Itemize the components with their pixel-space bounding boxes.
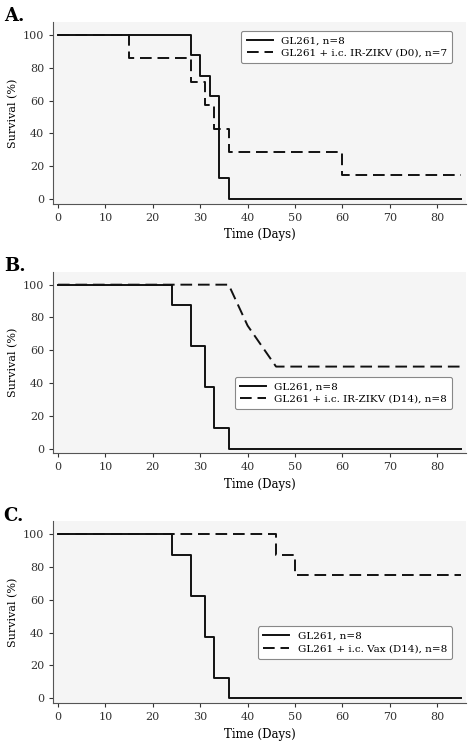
GL261, n=8 [211, 423, 217, 432]
GL261 + i.c. IR-ZIKV (D0), n=7 [202, 77, 208, 86]
GL261 + i.c. IR-ZIKV (D14), n=8 [245, 321, 250, 330]
GL261, n=8 [55, 280, 61, 289]
GL261, n=8 [202, 591, 208, 600]
GL261, n=8 [169, 280, 174, 289]
GL261, n=8 [226, 194, 231, 203]
GL261 + i.c. Vax (D14), n=8 [226, 530, 231, 539]
GL261, n=8 [202, 342, 208, 351]
GL261, n=8 [458, 694, 464, 703]
GL261 + i.c. IR-ZIKV (D0), n=7 [126, 54, 132, 63]
GL261 + i.c. IR-ZIKV (D14), n=8 [273, 362, 279, 371]
GL261, n=8 [202, 632, 208, 641]
GL261 + i.c. IR-ZIKV (D0), n=7 [235, 148, 241, 157]
GL261, n=8 [55, 530, 61, 539]
GL261 + i.c. IR-ZIKV (D14), n=8 [273, 362, 279, 371]
GL261, n=8 [226, 423, 231, 432]
GL261 + i.c. IR-ZIKV (D14), n=8 [259, 342, 264, 351]
GL261, n=8 [207, 92, 212, 101]
GL261, n=8 [216, 92, 222, 101]
GL261 + i.c. IR-ZIKV (D14), n=8 [245, 321, 250, 330]
Line: GL261, n=8: GL261, n=8 [58, 285, 461, 449]
GL261 + i.c. Vax (D14), n=8 [292, 551, 298, 560]
X-axis label: Time (Days): Time (Days) [224, 228, 295, 241]
GL261, n=8 [211, 383, 217, 392]
GL261 + i.c. Vax (D14), n=8 [301, 571, 307, 580]
GL261 + i.c. IR-ZIKV (D0), n=7 [254, 148, 260, 157]
GL261 + i.c. IR-ZIKV (D0), n=7 [339, 148, 345, 157]
GL261, n=8 [458, 194, 464, 203]
GL261 + i.c. IR-ZIKV (D14), n=8 [235, 300, 241, 309]
GL261, n=8 [226, 694, 231, 703]
GL261 + i.c. IR-ZIKV (D0), n=7 [254, 148, 260, 157]
Legend: GL261, n=8, GL261 + i.c. IR-ZIKV (D0), n=7: GL261, n=8, GL261 + i.c. IR-ZIKV (D0), n… [241, 31, 452, 63]
GL261, n=8 [188, 300, 193, 309]
GL261, n=8 [169, 300, 174, 309]
GL261, n=8 [216, 174, 222, 183]
Line: GL261 + i.c. IR-ZIKV (D0), n=7: GL261 + i.c. IR-ZIKV (D0), n=7 [58, 35, 461, 175]
GL261, n=8 [188, 51, 193, 60]
GL261 + i.c. Vax (D14), n=8 [292, 571, 298, 580]
GL261 + i.c. IR-ZIKV (D0), n=7 [126, 31, 132, 40]
Text: B.: B. [4, 257, 25, 275]
Y-axis label: Survival (%): Survival (%) [9, 328, 18, 397]
GL261 + i.c. Vax (D14), n=8 [55, 530, 61, 539]
Legend: GL261, n=8, GL261 + i.c. Vax (D14), n=8: GL261, n=8, GL261 + i.c. Vax (D14), n=8 [258, 626, 452, 658]
GL261, n=8 [207, 71, 212, 80]
GL261 + i.c. IR-ZIKV (D0), n=7 [150, 54, 155, 63]
GL261, n=8 [211, 632, 217, 641]
Line: GL261, n=8: GL261, n=8 [58, 35, 461, 198]
GL261 + i.c. Vax (D14), n=8 [458, 571, 464, 580]
GL261 + i.c. IR-ZIKV (D0), n=7 [211, 101, 217, 110]
GL261 + i.c. IR-ZIKV (D14), n=8 [458, 362, 464, 371]
GL261, n=8 [55, 31, 61, 40]
GL261 + i.c. Vax (D14), n=8 [273, 551, 279, 560]
GL261, n=8 [188, 342, 193, 351]
GL261, n=8 [211, 673, 217, 682]
GL261 + i.c. IR-ZIKV (D0), n=7 [226, 148, 231, 157]
GL261, n=8 [226, 174, 231, 183]
GL261 + i.c. Vax (D14), n=8 [273, 530, 279, 539]
GL261 + i.c. IR-ZIKV (D14), n=8 [235, 300, 241, 309]
X-axis label: Time (Days): Time (Days) [224, 478, 295, 491]
GL261 + i.c. IR-ZIKV (D0), n=7 [55, 31, 61, 40]
GL261 + i.c. IR-ZIKV (D0), n=7 [235, 148, 241, 157]
GL261 + i.c. IR-ZIKV (D14), n=8 [259, 342, 264, 351]
Line: GL261 + i.c. Vax (D14), n=8: GL261 + i.c. Vax (D14), n=8 [58, 534, 461, 575]
GL261, n=8 [458, 444, 464, 453]
GL261 + i.c. IR-ZIKV (D0), n=7 [188, 77, 193, 86]
GL261, n=8 [226, 673, 231, 682]
GL261, n=8 [197, 71, 203, 80]
GL261 + i.c. IR-ZIKV (D0), n=7 [339, 171, 345, 180]
GL261, n=8 [188, 591, 193, 600]
GL261 + i.c. IR-ZIKV (D0), n=7 [211, 124, 217, 133]
GL261, n=8 [197, 51, 203, 60]
Text: C.: C. [4, 506, 24, 525]
GL261 + i.c. Vax (D14), n=8 [226, 530, 231, 539]
GL261, n=8 [188, 551, 193, 560]
GL261 + i.c. IR-ZIKV (D0), n=7 [458, 171, 464, 180]
Line: GL261, n=8: GL261, n=8 [58, 534, 461, 698]
GL261, n=8 [169, 530, 174, 539]
GL261 + i.c. IR-ZIKV (D14), n=8 [55, 280, 61, 289]
GL261 + i.c. IR-ZIKV (D14), n=8 [226, 280, 231, 289]
Text: A.: A. [4, 7, 24, 25]
GL261 + i.c. Vax (D14), n=8 [301, 571, 307, 580]
GL261, n=8 [226, 444, 231, 453]
GL261, n=8 [188, 31, 193, 40]
Legend: GL261, n=8, GL261 + i.c. IR-ZIKV (D14), n=8: GL261, n=8, GL261 + i.c. IR-ZIKV (D14), … [235, 377, 452, 409]
Line: GL261 + i.c. IR-ZIKV (D14), n=8: GL261 + i.c. IR-ZIKV (D14), n=8 [58, 285, 461, 366]
GL261 + i.c. IR-ZIKV (D0), n=7 [188, 54, 193, 63]
GL261 + i.c. IR-ZIKV (D0), n=7 [202, 101, 208, 110]
GL261 + i.c. IR-ZIKV (D0), n=7 [150, 54, 155, 63]
GL261 + i.c. IR-ZIKV (D0), n=7 [226, 124, 231, 133]
Y-axis label: Survival (%): Survival (%) [9, 577, 18, 647]
GL261, n=8 [169, 551, 174, 560]
X-axis label: Time (Days): Time (Days) [224, 728, 295, 741]
Y-axis label: Survival (%): Survival (%) [9, 78, 18, 148]
GL261 + i.c. IR-ZIKV (D14), n=8 [226, 280, 231, 289]
GL261, n=8 [202, 383, 208, 392]
